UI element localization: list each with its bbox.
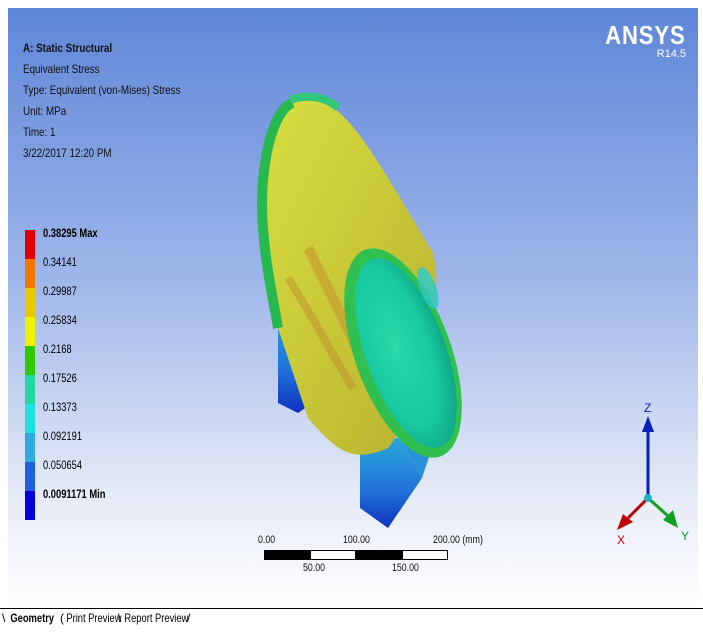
- legend-color-swatch: [25, 462, 35, 491]
- scale-bar: 0.00 100.00 200.00 (mm) 50.00 150.00: [258, 534, 488, 588]
- result-date: 3/22/2017 12:20 PM: [23, 146, 112, 160]
- legend-color-bar: [25, 230, 35, 520]
- tab-separator: \: [2, 611, 6, 625]
- axis-triad[interactable]: Z X Y: [603, 398, 693, 548]
- y-axis-label: Y: [681, 529, 689, 543]
- legend-color-swatch: [25, 375, 35, 404]
- legend-label-min: 0.0091171 Min: [43, 487, 106, 501]
- legend-label: 0.050654: [43, 458, 83, 472]
- legend-label: 0.13373: [43, 400, 77, 414]
- scale-segment: [356, 550, 402, 560]
- scale-label: 200.00 (mm): [433, 534, 483, 546]
- legend-label: 0.29987: [43, 284, 77, 298]
- tab-separator: /: [187, 611, 191, 625]
- legend-color-swatch: [25, 346, 35, 375]
- legend-color-swatch: [25, 230, 35, 259]
- scale-segment: [310, 550, 356, 560]
- legend-label: 0.34141: [43, 255, 77, 269]
- tab-geometry[interactable]: Geometry: [10, 611, 55, 625]
- legend-label-max: 0.38295 Max: [43, 226, 98, 240]
- x-axis-label: X: [617, 533, 625, 547]
- tab-report-preview[interactable]: Report Preview: [124, 611, 189, 625]
- result-time: Time: 1: [23, 125, 56, 139]
- ansys-version: R14.5: [656, 48, 686, 60]
- pressure-vessel-model[interactable]: [8, 8, 698, 606]
- result-type: Type: Equivalent (von-Mises) Stress: [23, 83, 181, 97]
- tab-separator: (: [60, 611, 64, 625]
- view-tabs: \ Geometry ( Print Preview \ Report Prev…: [0, 608, 703, 635]
- analysis-title: A: Static Structural: [23, 41, 113, 55]
- result-name: Equivalent Stress: [23, 62, 100, 76]
- scale-label: 150.00: [392, 562, 419, 574]
- legend-color-swatch: [25, 404, 35, 433]
- graphics-viewport[interactable]: A: Static Structural Equivalent Stress T…: [8, 8, 698, 606]
- legend-label: 0.17526: [43, 371, 77, 385]
- scale-label: 100.00: [343, 534, 370, 546]
- ansys-brand: ANSYS R14.5: [591, 20, 686, 60]
- result-info: A: Static Structural Equivalent Stress T…: [23, 38, 181, 164]
- ansys-logo: ANSYS: [605, 20, 686, 50]
- legend-color-swatch: [25, 288, 35, 317]
- scale-segment: [264, 550, 310, 560]
- scale-label: 0.00: [258, 534, 276, 546]
- legend-label: 0.092191: [43, 429, 83, 443]
- tab-separator: \: [118, 611, 122, 625]
- result-unit: Unit: MPa: [23, 104, 67, 118]
- legend-color-swatch: [25, 317, 35, 346]
- legend-label: 0.2168: [43, 342, 72, 356]
- tab-print-preview[interactable]: Print Preview: [66, 611, 122, 625]
- legend-label: 0.25834: [43, 313, 77, 327]
- legend-color-swatch: [25, 491, 35, 520]
- legend-labels: 0.38295 Max 0.34141 0.29987 0.25834 0.21…: [43, 226, 105, 516]
- scale-segment: [402, 550, 448, 560]
- scale-label: 50.00: [303, 562, 326, 574]
- z-axis-label: Z: [644, 401, 651, 415]
- legend-color-swatch: [25, 259, 35, 288]
- vessel-end-cap: [344, 248, 462, 458]
- legend-color-swatch: [25, 433, 35, 462]
